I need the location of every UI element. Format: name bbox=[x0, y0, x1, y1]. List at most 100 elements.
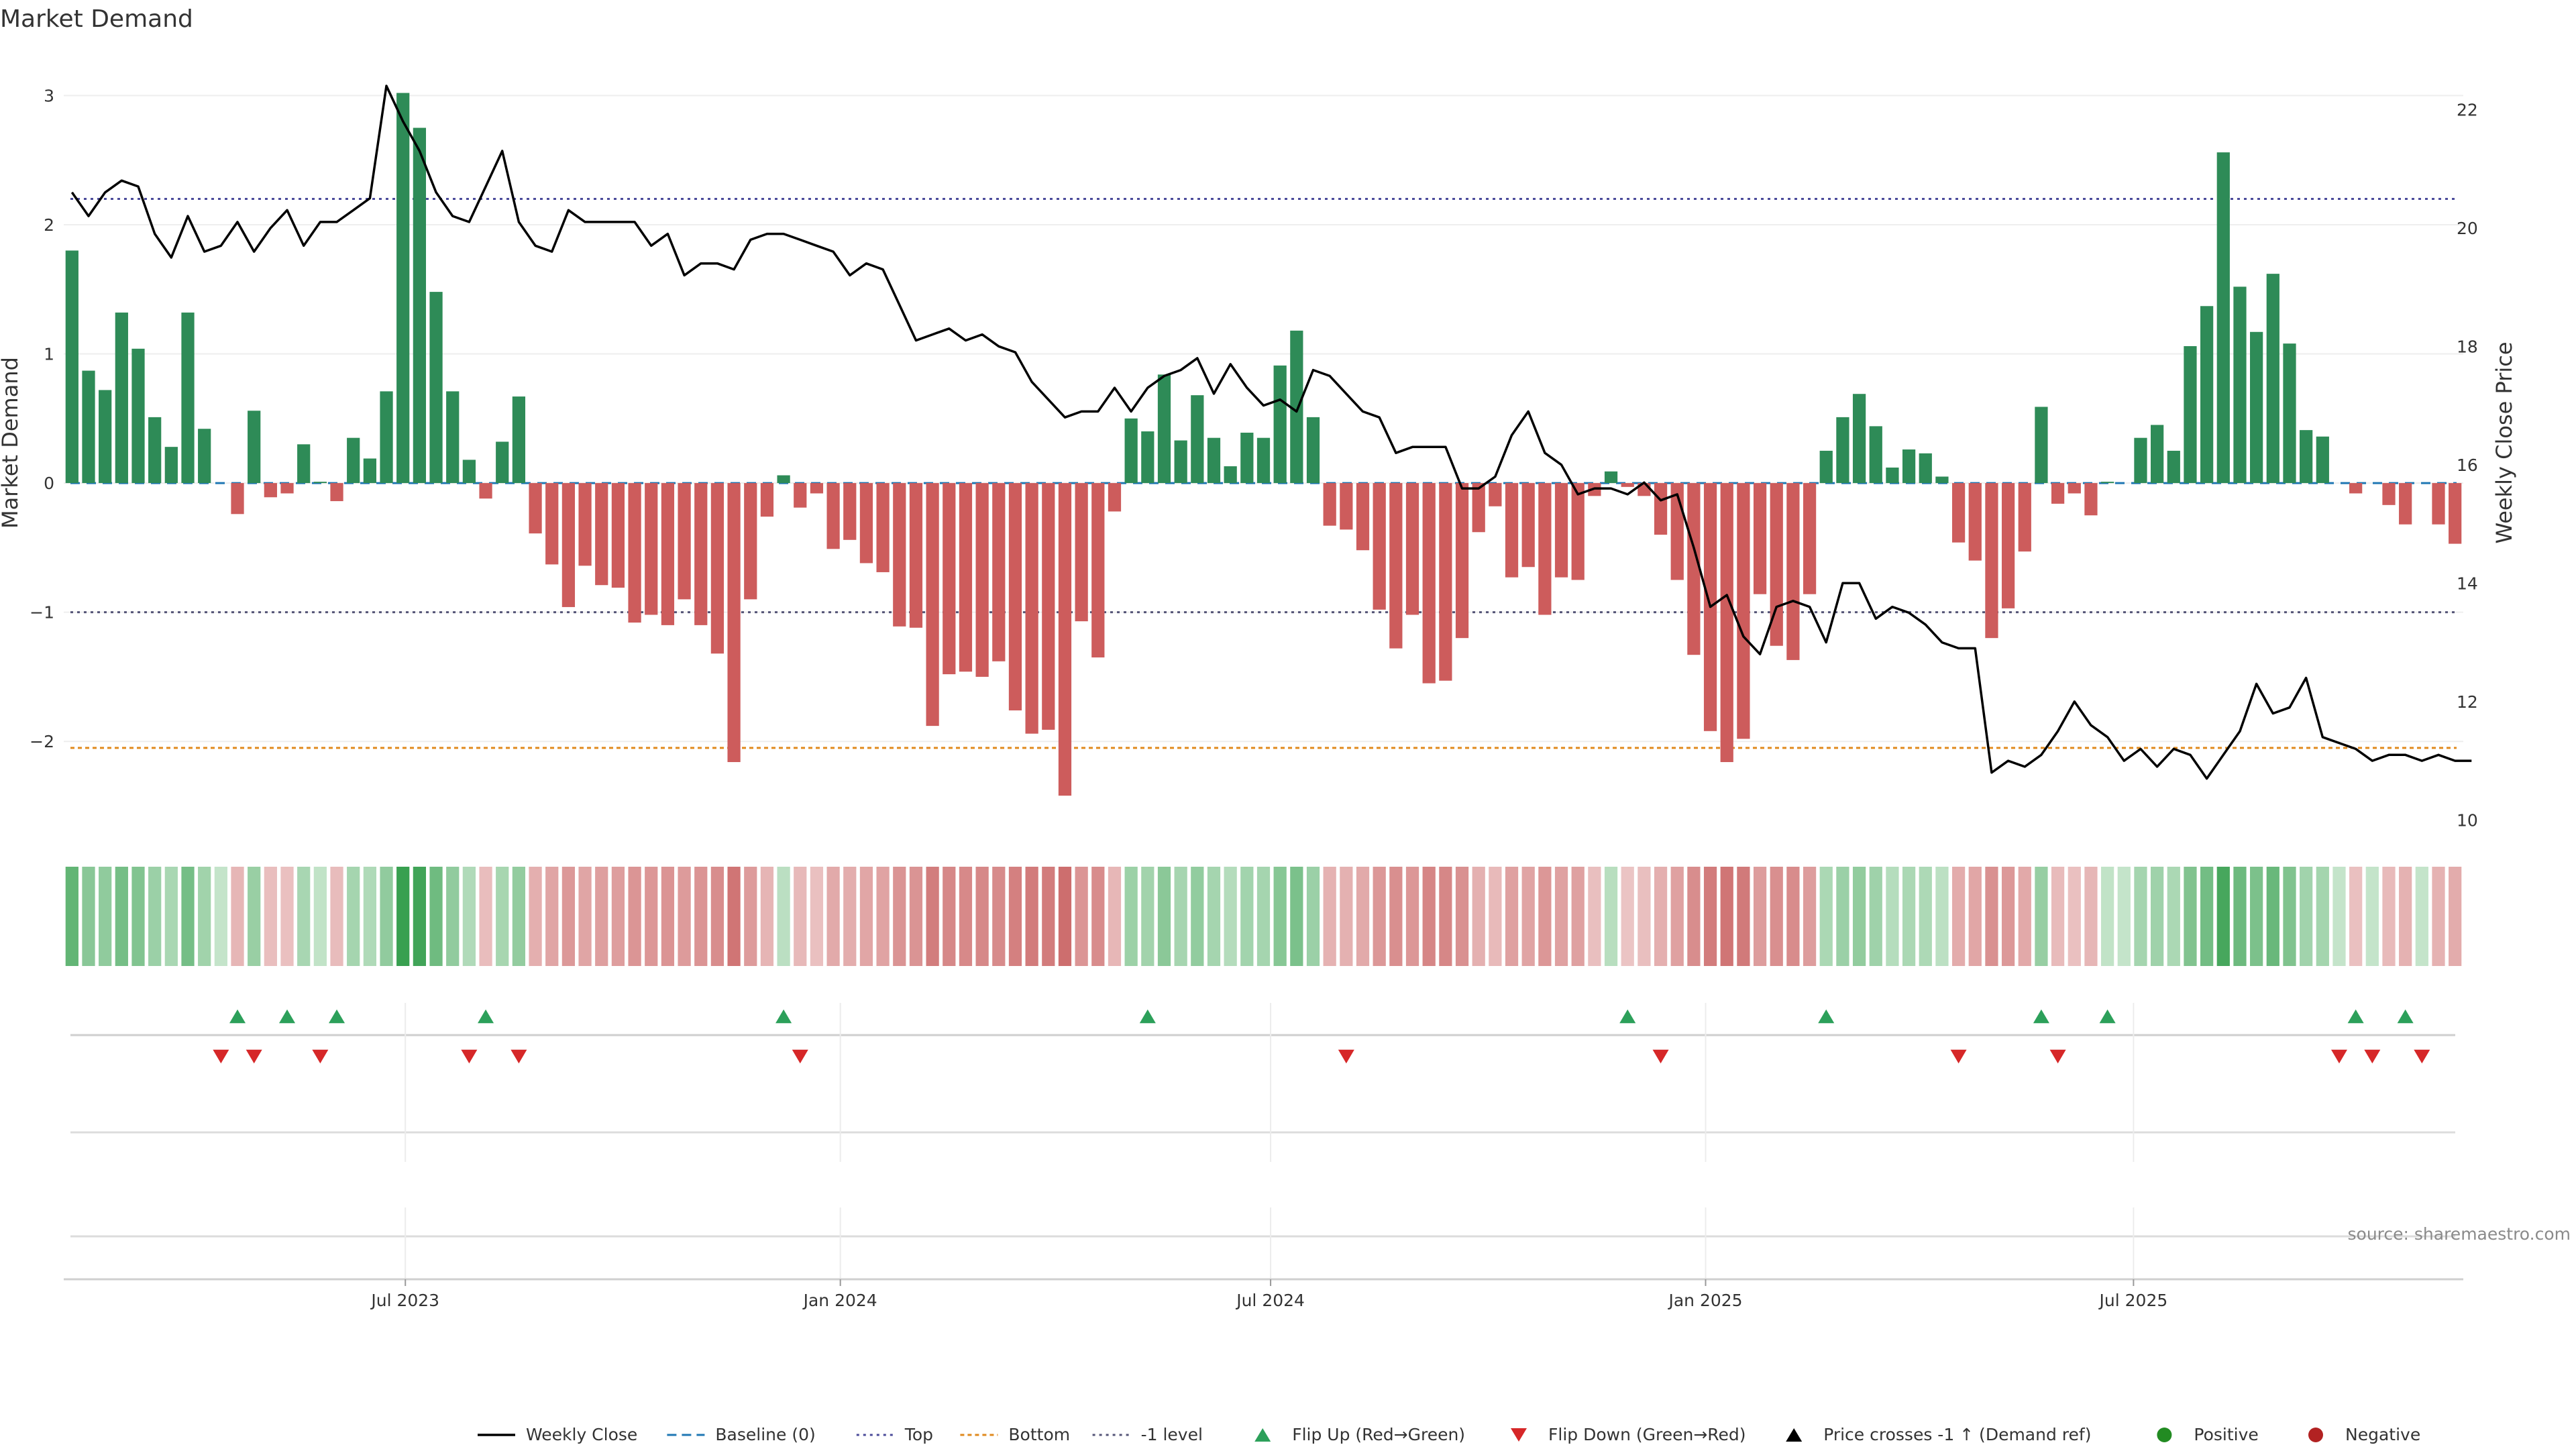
heat-cell bbox=[1042, 867, 1055, 966]
flip-up-marker bbox=[279, 1009, 296, 1024]
heat-cell bbox=[396, 867, 410, 966]
demand-bar bbox=[959, 483, 973, 672]
demand-bar bbox=[2300, 430, 2313, 484]
demand-bars bbox=[65, 93, 2462, 796]
y2-tick-label: 10 bbox=[2457, 810, 2478, 830]
flip-down-marker bbox=[1338, 1049, 1354, 1064]
heat-cell bbox=[1770, 867, 1783, 966]
heat-cell bbox=[1240, 867, 1254, 966]
heat-cell bbox=[330, 867, 343, 966]
heat-cell bbox=[446, 867, 460, 966]
demand-bar bbox=[330, 483, 343, 502]
heat-cell bbox=[248, 867, 261, 966]
heat-cell bbox=[131, 867, 145, 966]
legend-item: Bottom bbox=[960, 1425, 1070, 1444]
heat-cell bbox=[2415, 867, 2428, 966]
heat-cell bbox=[2449, 867, 2462, 966]
heat-cell bbox=[2134, 867, 2147, 966]
demand-bar bbox=[1803, 483, 1817, 594]
heat-cell bbox=[1455, 867, 1469, 966]
legend-swatch-flip-up bbox=[1254, 1428, 1271, 1442]
heat-cell bbox=[2332, 867, 2346, 966]
heat-cell bbox=[2365, 867, 2379, 966]
heat-cell bbox=[1919, 867, 1932, 966]
demand-bar bbox=[1786, 483, 1800, 660]
legend-swatch-price-cross bbox=[1786, 1428, 1803, 1442]
heat-cell bbox=[1687, 867, 1701, 966]
demand-bar bbox=[1174, 440, 1187, 484]
left-axis: 3 2 1 0 −1 −2 bbox=[30, 86, 54, 751]
demand-bar bbox=[1240, 432, 1254, 484]
heat-cell bbox=[2283, 867, 2296, 966]
heat-cell bbox=[1091, 867, 1105, 966]
demand-bar bbox=[744, 483, 757, 600]
heat-cell bbox=[82, 867, 95, 966]
flip-down-marker bbox=[1950, 1049, 1967, 1064]
demand-bar bbox=[1224, 466, 1237, 484]
demand-bar bbox=[1323, 483, 1336, 526]
demand-bar bbox=[496, 441, 509, 484]
heat-cell bbox=[1902, 867, 1916, 966]
legend-item: Price crosses -1 ↑ (Demand ref) bbox=[1786, 1425, 2091, 1444]
heat-cell bbox=[148, 867, 162, 966]
demand-bar bbox=[1340, 483, 1353, 530]
demand-bar bbox=[181, 312, 195, 484]
demand-bar bbox=[1836, 417, 1849, 484]
heat-cell bbox=[975, 867, 989, 966]
heat-cell bbox=[479, 867, 492, 966]
heat-cell bbox=[1124, 867, 1138, 966]
heat-cell bbox=[2051, 867, 2065, 966]
demand-bar bbox=[1951, 483, 1966, 543]
x-tick-label: Jul 2024 bbox=[1235, 1291, 1305, 1310]
demand-bar bbox=[578, 483, 592, 566]
heat-cell bbox=[694, 867, 708, 966]
y-tick-label: 1 bbox=[44, 345, 54, 364]
heat-cell bbox=[347, 867, 360, 966]
heat-cell bbox=[2399, 867, 2412, 966]
legend: Weekly Close Baseline (0) Top Bottom -1 leve… bbox=[478, 1425, 2420, 1444]
heat-cell bbox=[413, 867, 427, 966]
demand-bar bbox=[1025, 483, 1038, 734]
heat-cell bbox=[727, 867, 741, 966]
legend-label: Bottom bbox=[1008, 1425, 1070, 1444]
heat-cell bbox=[561, 867, 576, 966]
demand-bar bbox=[396, 93, 410, 484]
demand-bar bbox=[1869, 426, 1882, 484]
heat-cell bbox=[214, 867, 227, 966]
legend-item: Flip Up (Red→Green) bbox=[1254, 1425, 1465, 1444]
heat-cell bbox=[2117, 867, 2131, 966]
demand-bar bbox=[1604, 471, 1618, 484]
demand-bar bbox=[1687, 483, 1701, 655]
demand-bar bbox=[1455, 483, 1469, 639]
demand-bar bbox=[1852, 394, 1866, 484]
flip-up-marker bbox=[1818, 1009, 1835, 1024]
right-axis: 22 20 18 16 14 12 10 bbox=[2457, 100, 2478, 830]
demand-bar bbox=[1042, 483, 1055, 730]
heat-cell bbox=[512, 867, 526, 966]
demand-bar bbox=[413, 127, 427, 484]
x-axis: Jul 2023 Jan 2024 Jul 2024 Jan 2025 Jul 2025 bbox=[64, 1278, 2463, 1310]
y2-tick-label: 20 bbox=[2457, 219, 2478, 238]
demand-bar bbox=[1373, 483, 1386, 610]
heat-cell bbox=[810, 867, 824, 966]
demand-bar bbox=[1273, 365, 1287, 484]
demand-bar bbox=[2035, 407, 2048, 484]
demand-bar bbox=[2200, 306, 2214, 484]
heat-cell bbox=[1505, 867, 1519, 966]
demand-bar bbox=[1290, 330, 1303, 484]
demand-bar bbox=[645, 483, 658, 615]
heat-cell bbox=[496, 867, 509, 966]
demand-bar bbox=[347, 437, 360, 484]
demand-bar bbox=[1191, 395, 1204, 484]
y-tick-label: −1 bbox=[30, 603, 54, 623]
flip-down-marker bbox=[312, 1049, 329, 1064]
demand-bar bbox=[1819, 450, 1833, 484]
demand-bar bbox=[2001, 483, 2015, 608]
heat-cell bbox=[297, 867, 311, 966]
demand-bar bbox=[1521, 483, 1535, 568]
heat-cell bbox=[65, 867, 78, 966]
heat-cell bbox=[1157, 867, 1171, 966]
demand-bar bbox=[1389, 483, 1403, 649]
flip-down-marker bbox=[461, 1049, 478, 1064]
